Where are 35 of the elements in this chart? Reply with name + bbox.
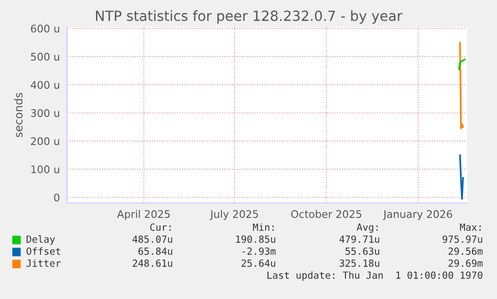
text: Max:	[460, 224, 481, 231]
legend-label: Delay	[26, 235, 55, 245]
x-tick-label: April 2025	[117, 210, 170, 220]
line-series	[459, 154, 464, 200]
text: 29.69m	[448, 259, 483, 267]
legend-label: Offset	[26, 247, 60, 255]
text: Min:	[252, 223, 274, 231]
y-tick-label: 0	[54, 194, 60, 202]
y-tick-label: 600 u	[30, 24, 60, 33]
x-tick-label: October 2025	[291, 210, 362, 218]
text: 190.85u	[236, 235, 276, 243]
y-tick-label: 200 u	[31, 137, 60, 146]
text: Avg:	[356, 224, 378, 233]
text: 248.61u	[132, 259, 172, 267]
text: 55.63u	[346, 247, 380, 255]
y-tick-label: 500 u	[31, 52, 60, 61]
line-series	[459, 42, 464, 130]
text: 975.97u	[442, 235, 482, 243]
y-axis-title: seconds	[14, 92, 23, 138]
y-tick-label: 100 u	[31, 165, 60, 174]
text: 25.64u	[242, 259, 276, 267]
x-tick-label: July 2025	[210, 210, 258, 220]
text: 29.56m	[448, 247, 483, 255]
text: -2.93m	[242, 247, 276, 255]
chart-title: NTP statistics for peer 128.232.0.7 - by year	[96, 10, 402, 24]
y-tick-label: 400 u	[30, 80, 60, 89]
text: 479.71u	[340, 235, 380, 243]
text: Cur:	[150, 223, 171, 231]
text: 325.18u	[340, 259, 380, 267]
legend-label: Jitter	[26, 259, 61, 267]
x-tick-label: January 2026	[382, 210, 452, 220]
text: Last update: Thu Jan 1 01:00:00 1970	[267, 271, 482, 281]
text: 485.07u	[132, 235, 172, 243]
y-tick-label: 300 u	[31, 109, 60, 117]
text: 65.84u	[138, 247, 172, 255]
